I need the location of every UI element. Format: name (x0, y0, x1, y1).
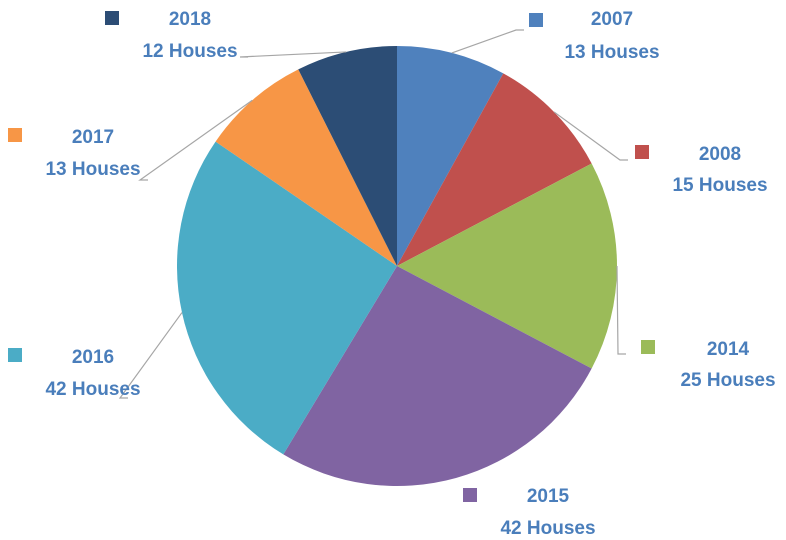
slice-value-label: 42 Houses (45, 379, 140, 400)
slice-value-label: 25 Houses (680, 370, 775, 391)
leader-line (451, 29, 524, 54)
legend-marker (8, 348, 22, 362)
pie-slice (397, 163, 617, 369)
slice-category: 2008 (699, 144, 741, 165)
slice-category: 2015 (527, 486, 570, 507)
slice-category: 2018 (169, 9, 211, 30)
pie-slice (177, 141, 397, 455)
legend-marker (635, 145, 649, 159)
slice-category: 2014 (707, 339, 750, 360)
leader-line (616, 265, 626, 355)
legend-marker (463, 488, 477, 502)
pie-slice (215, 69, 397, 266)
slice-category: 2017 (72, 127, 114, 148)
pie-slice (397, 46, 504, 266)
pie-slice (298, 46, 397, 266)
slice-value-label: 42 Houses (500, 518, 595, 539)
leader-line (118, 312, 183, 399)
pie-slice (283, 266, 592, 487)
leader-line (239, 51, 347, 58)
slice-value-label: 13 Houses (45, 159, 140, 180)
pie-slice (397, 73, 592, 266)
legend-marker (641, 340, 655, 354)
slice-value-label: 15 Houses (672, 175, 767, 196)
slice-category: 2016 (72, 347, 114, 368)
legend-marker (105, 11, 119, 25)
slice-value-label: 12 Houses (142, 41, 237, 62)
slice-value-label: 13 Houses (564, 42, 659, 63)
slice-category: 2007 (591, 9, 633, 30)
legend-marker (529, 13, 543, 27)
leader-line (553, 111, 628, 161)
legend-marker (8, 128, 22, 142)
leader-line (138, 99, 253, 181)
